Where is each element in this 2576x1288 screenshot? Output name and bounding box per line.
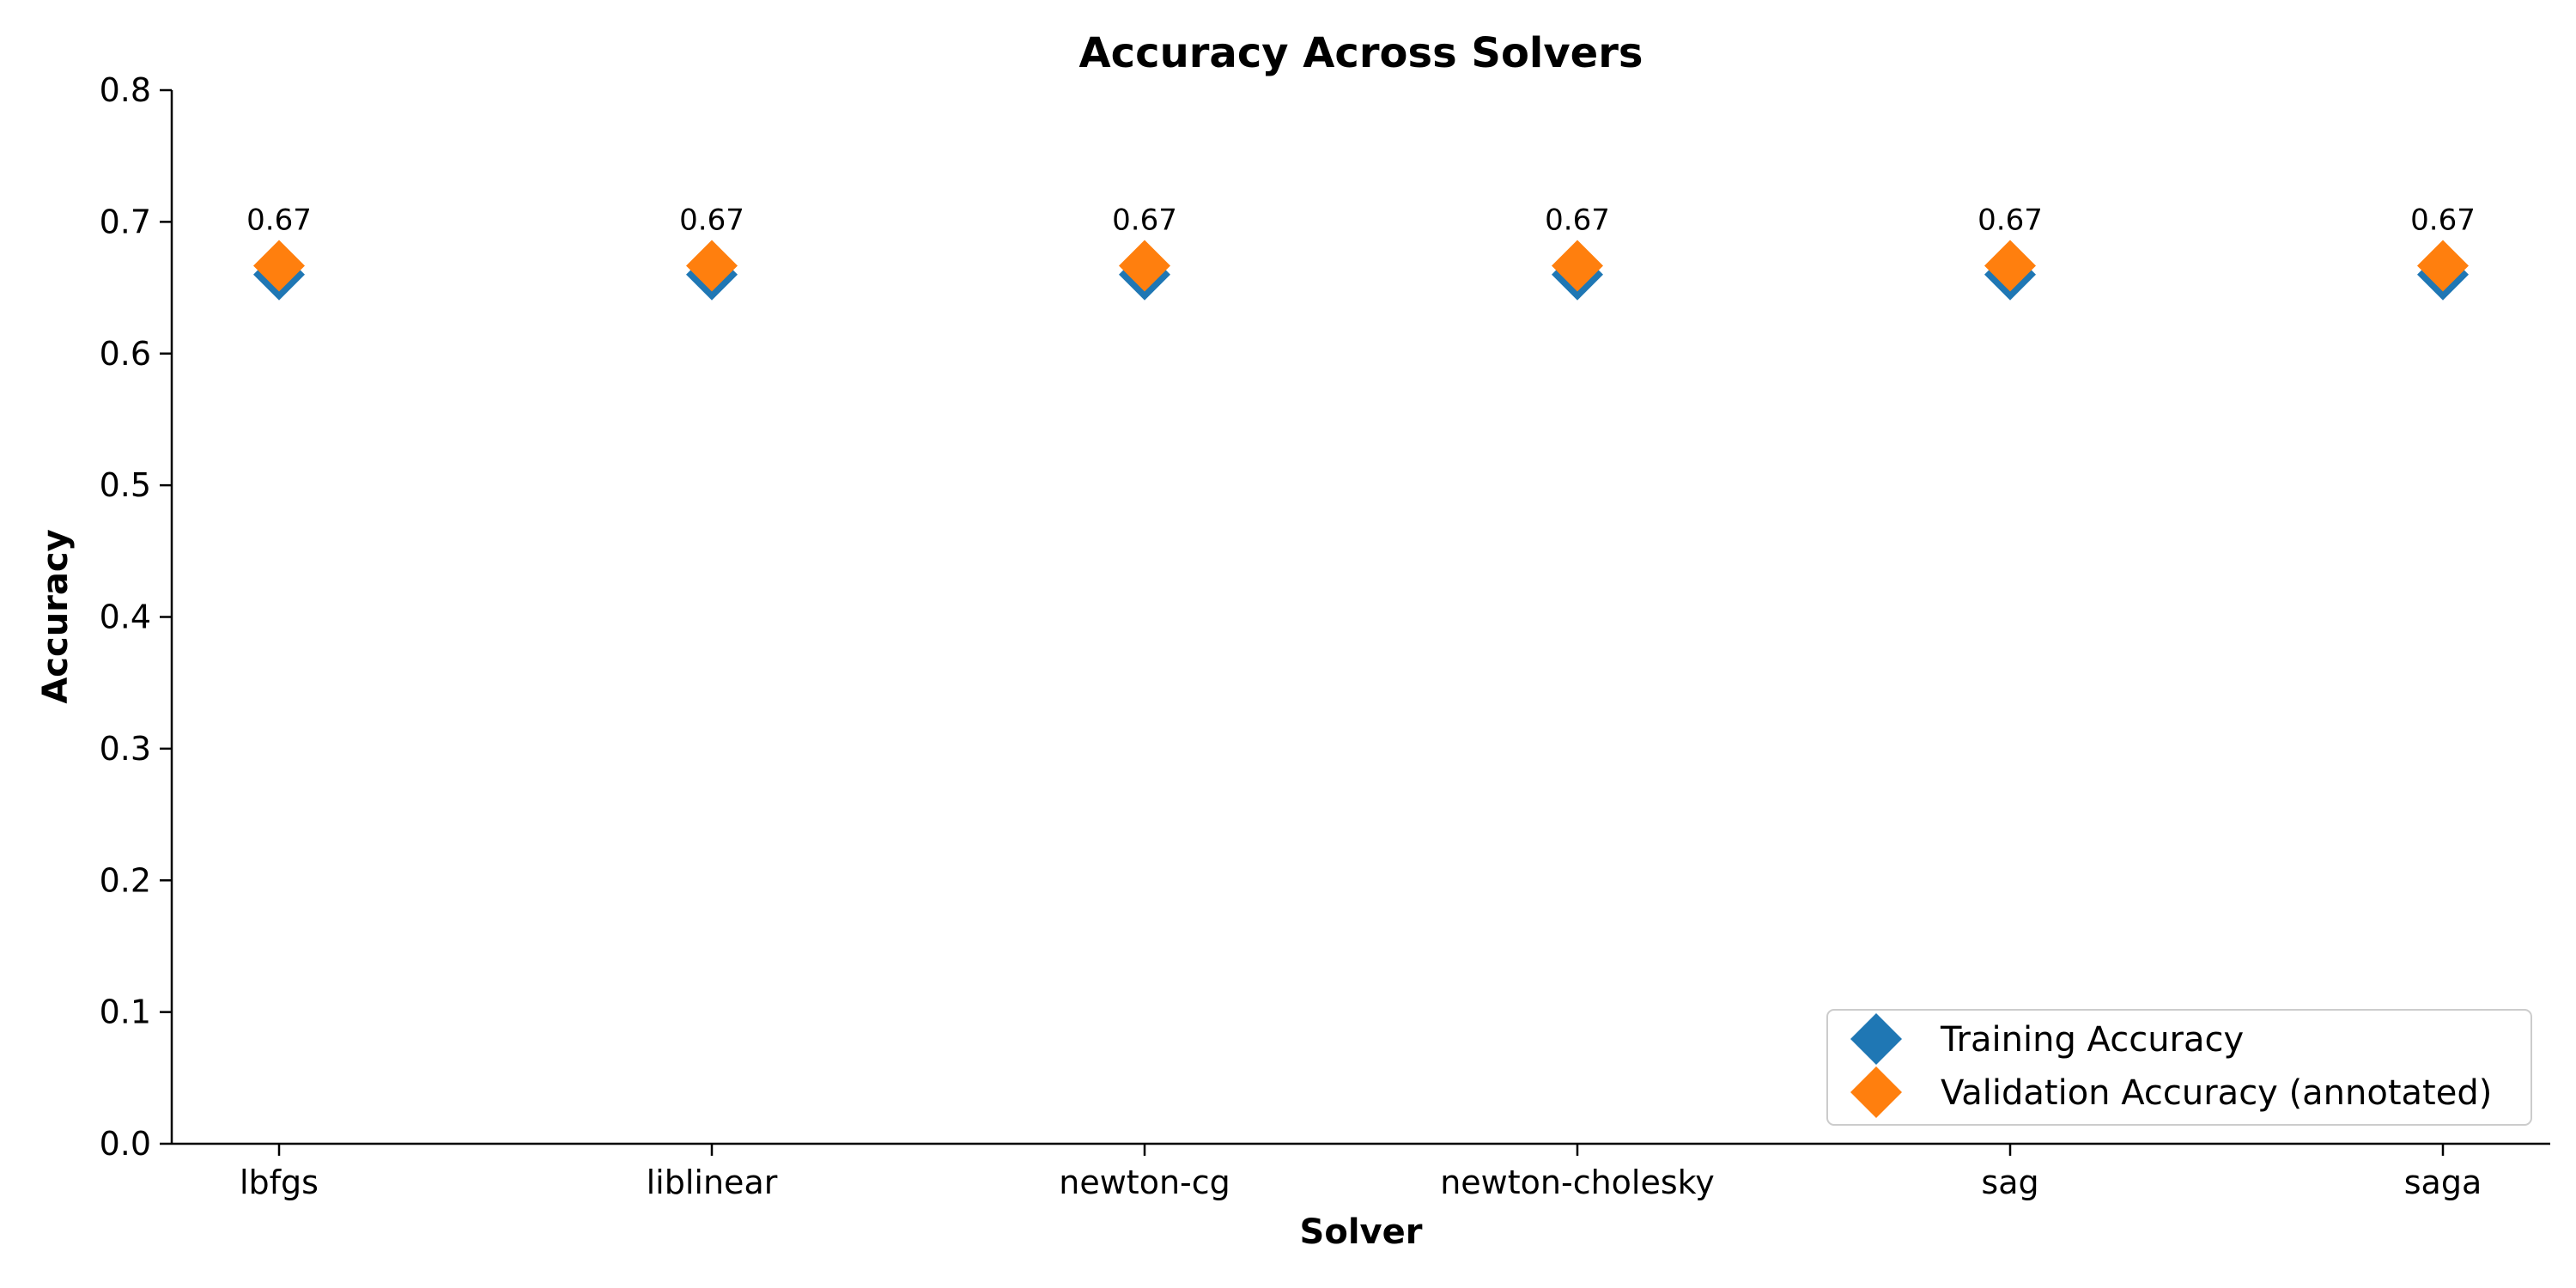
- y-tick-label: 0.2: [100, 861, 151, 899]
- data-label-saga: 0.67: [2410, 203, 2476, 237]
- x-tick-label-newton-cg: newton-cg: [1059, 1163, 1230, 1201]
- data-label-sag: 0.67: [1978, 203, 2043, 237]
- y-tick-label: 0.4: [100, 598, 151, 636]
- y-axis-ticks: 0.0 0.1 0.2 0.3 0.4 0.5 0.6 0.7 0.8: [100, 71, 172, 1163]
- validation-point-sag: [1984, 240, 2036, 292]
- validation-point-newton-cholesky: [1552, 240, 1603, 292]
- y-tick-label: 0.0: [100, 1125, 151, 1163]
- y-tick-label: 0.5: [100, 466, 151, 504]
- y-tick-label: 0.7: [100, 203, 151, 240]
- x-tick-label-lbfgs: lbfgs: [240, 1163, 319, 1201]
- x-tick-label-liblinear: liblinear: [647, 1163, 778, 1201]
- validation-point-lbfgs: [253, 240, 305, 292]
- legend: Training Accuracy Validation Accuracy (an…: [1826, 1009, 2532, 1126]
- legend-marker-training: [1850, 1013, 1902, 1065]
- series-validation: 0.67 0.67 0.67 0.67 0.67 0.67: [246, 203, 2476, 292]
- data-label-newton-cholesky: 0.67: [1545, 203, 1610, 237]
- legend-frame: [1826, 1009, 2532, 1126]
- series-layer: 0.67 0.67 0.67 0.67 0.67 0.67: [246, 203, 2476, 301]
- data-label-liblinear: 0.67: [679, 203, 744, 237]
- validation-point-liblinear: [686, 240, 738, 292]
- x-tick-label-sag: sag: [1981, 1163, 2038, 1201]
- y-tick-label: 0.3: [100, 730, 151, 768]
- legend-label-validation: Validation Accuracy (annotated): [1941, 1073, 2492, 1113]
- x-tick-label-newton-cholesky: newton-cholesky: [1440, 1163, 1715, 1201]
- validation-point-saga: [2417, 240, 2469, 292]
- x-axis-ticks: lbfgs liblinear newton-cg newton-cholesky sa…: [240, 1144, 2482, 1201]
- y-tick-label: 0.1: [100, 993, 151, 1031]
- y-tick-label: 0.8: [100, 71, 151, 109]
- data-label-newton-cg: 0.67: [1112, 203, 1177, 237]
- y-tick-label: 0.6: [100, 335, 151, 373]
- y-axis-label: Accuracy: [36, 529, 76, 703]
- data-label-lbfgs: 0.67: [246, 203, 312, 237]
- plot-area: 0.0 0.1 0.2 0.3 0.4 0.5 0.6 0.7 0.8 lbfgs libline…: [100, 71, 2550, 1201]
- legend-marker-validation: [1850, 1066, 1902, 1118]
- x-axis-label: Solver: [1300, 1212, 1423, 1252]
- series-training: [253, 248, 2469, 301]
- validation-point-newton-cg: [1119, 240, 1170, 292]
- legend-label-training: Training Accuracy: [1940, 1020, 2244, 1060]
- chart-title: Accuracy Across Solvers: [1079, 29, 1643, 77]
- x-tick-label-saga: saga: [2404, 1163, 2482, 1201]
